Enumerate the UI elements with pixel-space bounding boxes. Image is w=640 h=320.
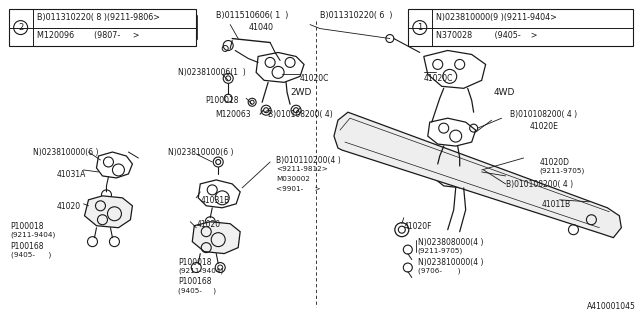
Text: N370028         (9405-    >: N370028 (9405- >: [436, 31, 537, 40]
Text: (9405-     ): (9405- ): [179, 287, 216, 294]
Text: B)010110200(4 ): B)010110200(4 ): [276, 156, 341, 165]
Text: 41020: 41020: [196, 220, 220, 229]
Text: 41020C: 41020C: [300, 74, 330, 84]
Text: B)010108200( 4): B)010108200( 4): [268, 110, 333, 119]
Text: P100018: P100018: [179, 258, 212, 267]
Text: B)011310220( 8 )(9211-9806>: B)011310220( 8 )(9211-9806>: [36, 13, 159, 22]
Text: 2: 2: [18, 23, 23, 32]
Text: 41020D: 41020D: [540, 158, 570, 167]
Polygon shape: [334, 112, 621, 238]
Text: N)023810000(6 ): N)023810000(6 ): [33, 148, 98, 157]
Text: N)023810000(9 )(9211-9404>: N)023810000(9 )(9211-9404>: [436, 13, 557, 22]
Text: P100018: P100018: [205, 96, 239, 105]
Text: 41011B: 41011B: [541, 200, 571, 209]
Text: B)010108200( 4 ): B)010108200( 4 ): [509, 110, 577, 119]
Text: (9706-       ): (9706- ): [418, 268, 460, 274]
Text: (9211-9705): (9211-9705): [540, 168, 585, 174]
Text: M120096        (9807-     >: M120096 (9807- >: [36, 31, 139, 40]
Text: 2WD: 2WD: [290, 88, 312, 97]
Text: B)011310220( 6  ): B)011310220( 6 ): [320, 11, 392, 20]
Text: N)023808000(4 ): N)023808000(4 ): [418, 238, 483, 247]
Text: N)023810006(1  ): N)023810006(1 ): [179, 68, 246, 77]
Text: 41020: 41020: [56, 202, 81, 211]
Text: 41040: 41040: [248, 23, 273, 32]
Text: M120063: M120063: [215, 110, 251, 119]
Polygon shape: [84, 196, 132, 228]
Text: P100018: P100018: [11, 222, 44, 231]
Text: N)023810000(6 ): N)023810000(6 ): [168, 148, 234, 157]
Text: 41020C: 41020C: [424, 74, 453, 84]
Text: (9405-      ): (9405- ): [11, 252, 51, 258]
Text: N)023810000(4 ): N)023810000(4 ): [418, 258, 483, 267]
Text: (9211-9705): (9211-9705): [418, 248, 463, 254]
Text: <9901-     >: <9901- >: [276, 186, 321, 192]
Text: (9211-9404): (9211-9404): [11, 232, 56, 238]
Text: P100168: P100168: [179, 277, 212, 286]
Text: <9211-9812>: <9211-9812>: [276, 166, 328, 172]
Text: 1: 1: [417, 23, 422, 32]
Polygon shape: [192, 222, 240, 253]
Text: M030002: M030002: [276, 176, 310, 182]
Text: (9211-9404): (9211-9404): [179, 268, 223, 274]
Text: 41031B: 41031B: [200, 196, 230, 205]
Text: P100168: P100168: [11, 242, 44, 251]
Text: 4WD: 4WD: [493, 88, 515, 97]
Text: B)010108200( 4 ): B)010108200( 4 ): [506, 180, 573, 189]
Text: 41020F: 41020F: [404, 222, 432, 231]
Text: 41031A: 41031A: [56, 170, 86, 179]
Text: A410001045: A410001045: [586, 302, 636, 311]
Text: B)011510606( 1  ): B)011510606( 1 ): [216, 11, 289, 20]
Text: 41020E: 41020E: [529, 122, 559, 131]
